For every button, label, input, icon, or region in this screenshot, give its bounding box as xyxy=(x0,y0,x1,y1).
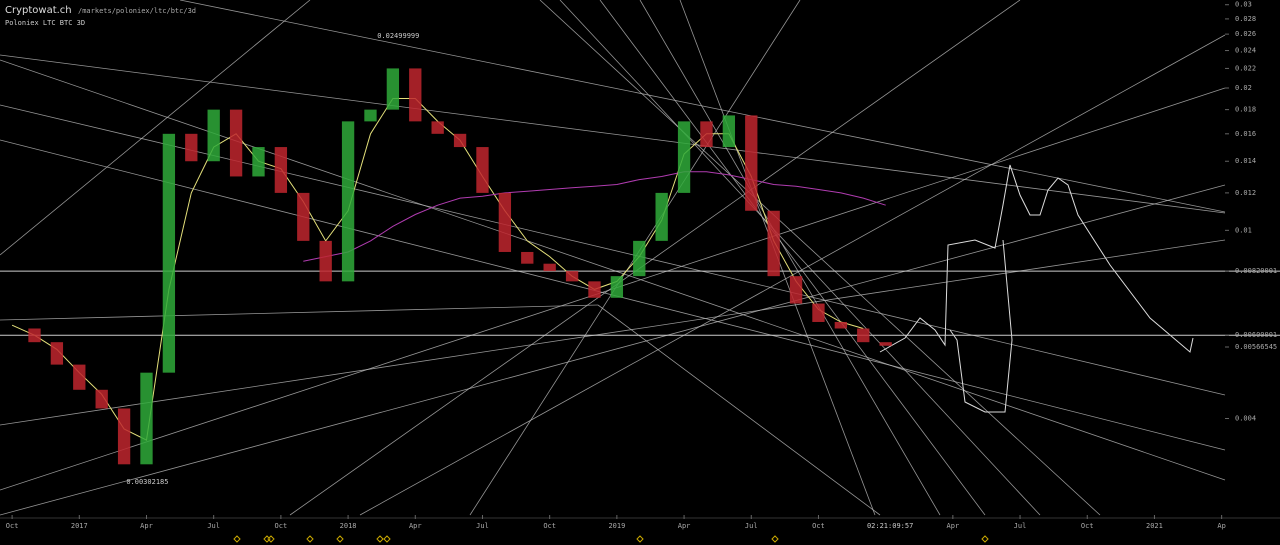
x-tick-label: 2021 xyxy=(1146,522,1163,530)
y-tick-label: 0.03 xyxy=(1235,1,1252,9)
x-tick-label: Apr xyxy=(947,522,960,530)
candle-body xyxy=(857,328,870,343)
trendline xyxy=(0,104,1226,396)
candle-body xyxy=(185,133,198,162)
y-tick-label: 0.028 xyxy=(1235,15,1256,23)
candle-body xyxy=(812,303,825,322)
candle-body xyxy=(431,121,444,134)
x-tick-label: Jul xyxy=(207,522,220,530)
candle-body xyxy=(789,276,803,304)
candle-body xyxy=(95,389,108,409)
trendline xyxy=(599,0,986,516)
y-tick-label: 0.012 xyxy=(1235,189,1256,197)
candle-body xyxy=(252,147,265,177)
url-path: /markets/poloniex/ltc/btc/3d xyxy=(78,7,196,15)
x-tick-label: Ap xyxy=(1217,522,1225,530)
plot xyxy=(0,68,1280,465)
x-tick-label: Oct xyxy=(812,522,825,530)
price-annotation: 0.02499999 xyxy=(377,32,419,40)
price-annotation: 0.00302185 xyxy=(126,478,168,486)
trendline xyxy=(179,0,1226,213)
x-tick-label: Jul xyxy=(745,522,758,530)
market-name: Poloniex LTC BTC 3D xyxy=(5,19,85,27)
candle-body xyxy=(588,281,601,298)
y-tick-label: 0.02 xyxy=(1235,84,1252,92)
candle-body xyxy=(745,115,758,211)
y-tick-label: 0.00566545 xyxy=(1235,343,1277,351)
x-tick-label: Jul xyxy=(1014,522,1027,530)
y-tick-label: 0.016 xyxy=(1235,130,1256,138)
y-tick-label: 0.014 xyxy=(1235,157,1256,165)
x-tick-label: Apr xyxy=(140,522,153,530)
candle-body xyxy=(162,133,176,373)
candle-body xyxy=(655,192,668,241)
y-tick-label: 0.00820001 xyxy=(1235,267,1277,275)
x-tick-label: Oct xyxy=(1081,522,1094,530)
y-tick-label: 0.024 xyxy=(1235,47,1256,55)
candle-body xyxy=(543,263,556,272)
candle-body xyxy=(386,68,400,110)
x-tick-label: Jul xyxy=(476,522,489,530)
trendline xyxy=(639,0,941,516)
candle-body xyxy=(207,109,220,162)
candle-body xyxy=(274,147,288,193)
x-tick-label: 2019 xyxy=(608,522,625,530)
trendline xyxy=(597,304,881,516)
trendline xyxy=(0,184,1226,516)
trendline xyxy=(0,304,599,321)
trendline xyxy=(0,59,1226,481)
candle-body xyxy=(834,321,848,329)
candle-body xyxy=(453,133,467,148)
x-tick-label: Oct xyxy=(6,522,19,530)
candle-body xyxy=(565,271,579,282)
candle-body xyxy=(117,408,131,465)
candle-body xyxy=(498,192,512,252)
y-tick-label: 0.004 xyxy=(1235,414,1256,422)
candle-body xyxy=(50,342,64,365)
candle-body xyxy=(28,328,41,343)
event-diamond xyxy=(233,535,989,543)
candle-body xyxy=(140,372,153,465)
x-tick-label: Apr xyxy=(409,522,422,530)
candle-body xyxy=(297,192,310,241)
event-markers xyxy=(233,535,989,543)
candle-body xyxy=(409,68,422,122)
trendline xyxy=(0,54,1226,214)
candle-body xyxy=(879,342,892,346)
x-tick-label: 2018 xyxy=(340,522,357,530)
y-tick-label: 0.00600001 xyxy=(1235,331,1277,339)
candle-body xyxy=(767,210,780,277)
x-tick-label: 2017 xyxy=(71,522,88,530)
candle-body xyxy=(610,276,624,298)
candle-body xyxy=(677,121,691,193)
candle-body xyxy=(476,147,489,193)
candle-body xyxy=(722,115,736,148)
site-name: Cryptowat.ch xyxy=(5,5,72,16)
y-tick-label: 0.022 xyxy=(1235,64,1256,72)
x-tick-label: Oct xyxy=(543,522,556,530)
candle-body xyxy=(364,109,377,122)
moving-average xyxy=(303,171,886,262)
candle-body xyxy=(521,251,534,264)
x-tick-label: Oct xyxy=(275,522,288,530)
y-tick-label: 0.01 xyxy=(1235,226,1252,234)
candle-body xyxy=(229,109,243,177)
trendline xyxy=(0,0,311,256)
candle-body xyxy=(319,240,332,282)
x-tick-label: Apr xyxy=(678,522,691,530)
trendline xyxy=(539,0,1101,516)
candle-body xyxy=(73,364,86,390)
y-tick-label: 0.026 xyxy=(1235,30,1256,38)
candle-body xyxy=(700,121,713,148)
candle-body xyxy=(633,240,646,277)
trendline xyxy=(559,0,1041,516)
countdown: 02:21:09:57 xyxy=(867,522,913,530)
y-tick-label: 0.018 xyxy=(1235,106,1256,114)
trendline xyxy=(289,0,1021,516)
candle-body xyxy=(341,121,355,282)
